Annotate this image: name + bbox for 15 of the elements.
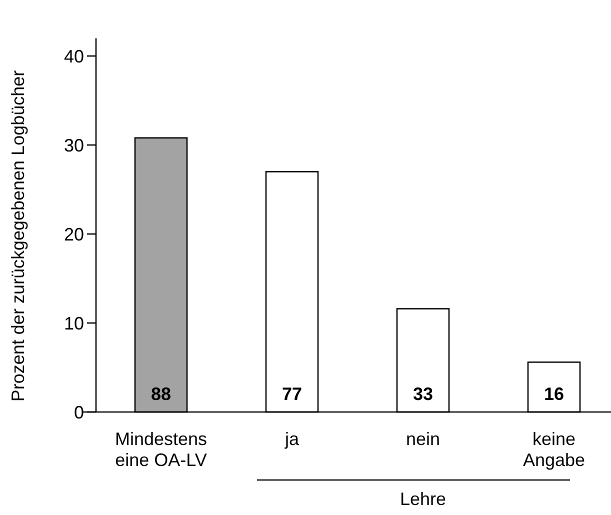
x-tick-label: Mindestens eine OA-LV <box>114 429 208 470</box>
text: Lehre <box>400 489 446 509</box>
y-axis-title: Prozent der zurückgegebenen Logbücher <box>8 70 28 402</box>
annotation: 77 <box>282 384 302 404</box>
x-tick-label: nein <box>406 429 440 449</box>
y-tick-label: 10 <box>64 313 84 334</box>
x-tick-label: ja <box>284 429 300 449</box>
annotation: 16 <box>544 384 564 404</box>
annotation: 33 <box>412 384 434 404</box>
x-tick-label: keine Angabe <box>522 429 586 470</box>
y-tick-label: 20 <box>64 224 84 244</box>
annotation: 88 <box>150 384 172 404</box>
y-tick-label: 0 <box>74 402 84 422</box>
y-tick-label: 30 <box>64 135 84 156</box>
y-tick-label: 40 <box>64 46 84 66</box>
